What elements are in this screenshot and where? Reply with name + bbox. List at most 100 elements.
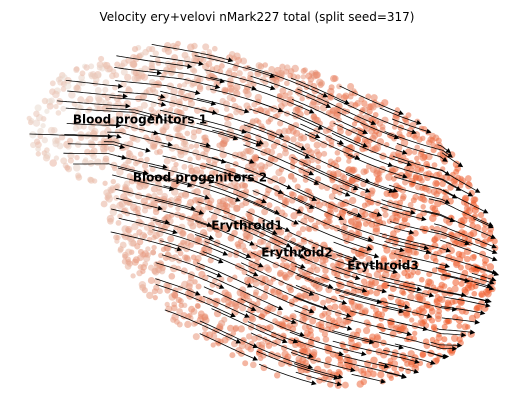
cell-point <box>408 281 415 288</box>
velocity-arrow <box>293 219 299 225</box>
velocity-streamline <box>296 274 380 303</box>
velocity-streamline <box>426 165 479 192</box>
cell-point <box>279 63 286 70</box>
cell-point <box>327 87 335 96</box>
cell-point <box>184 130 191 137</box>
velocity-streamline <box>380 206 425 220</box>
cell-point <box>311 294 320 302</box>
cell-point <box>293 129 301 137</box>
cell-point <box>176 83 183 89</box>
velocity-streamline <box>66 123 119 127</box>
velocity-streamline <box>469 296 490 302</box>
cell-point <box>192 333 200 341</box>
cell-point <box>79 70 86 77</box>
velocity-streamline <box>333 241 377 257</box>
velocity-arrow <box>354 275 361 281</box>
cell-point <box>327 93 335 101</box>
cell-point <box>427 289 433 295</box>
cell-point <box>303 158 312 167</box>
cell-point <box>391 176 397 182</box>
velocity-streamline <box>199 333 256 360</box>
velocity-arrow <box>309 308 315 314</box>
cell-point <box>313 266 321 274</box>
cell-point <box>337 190 343 196</box>
cell-point <box>281 127 289 135</box>
velocity-arrow <box>346 312 352 318</box>
cell-point <box>230 330 237 336</box>
velocity-streamline <box>290 77 348 104</box>
cell-point <box>241 225 249 233</box>
velocity-streamline <box>441 152 462 166</box>
velocity-streamline <box>57 100 128 107</box>
cell-point <box>87 177 95 184</box>
cell-point <box>414 144 421 151</box>
velocity-arrow <box>406 161 413 167</box>
velocity-streamline <box>396 143 446 161</box>
cell-point <box>171 115 177 121</box>
velocity-streamline <box>344 361 405 377</box>
cell-point <box>420 135 426 141</box>
cell-point <box>186 279 194 287</box>
cell-point <box>182 145 190 154</box>
cell-point <box>184 77 192 85</box>
cell-point <box>135 105 144 113</box>
velocity-arrow <box>125 103 131 109</box>
velocity-arrow <box>355 264 361 270</box>
velocity-streamline <box>149 68 223 82</box>
velocity-arrow <box>116 133 122 139</box>
velocity-streamline <box>395 263 468 282</box>
cell-point <box>173 108 180 115</box>
cell-point <box>303 109 311 116</box>
velocity-arrow <box>416 119 422 125</box>
cell-point <box>153 263 160 270</box>
cell-point <box>49 159 57 167</box>
velocity-arrow <box>322 92 329 98</box>
cell-point <box>172 44 180 52</box>
cell-point <box>407 293 415 301</box>
cell-point <box>412 230 419 237</box>
cell-point <box>194 235 202 243</box>
cell-point <box>321 310 328 317</box>
velocity-streamline <box>152 219 212 239</box>
cell-point <box>188 242 194 248</box>
velocity-streamline <box>334 98 415 133</box>
cell-point <box>382 211 389 218</box>
velocity-streamline <box>204 69 274 89</box>
velocity-arrow <box>255 141 262 147</box>
velocity-streamline <box>109 97 164 106</box>
cell-point <box>176 115 182 122</box>
cell-point <box>249 268 256 275</box>
cell-point <box>385 173 393 181</box>
cell-point <box>335 102 343 110</box>
cell-point <box>117 213 123 220</box>
cell-point <box>53 155 60 161</box>
velocity-arrow <box>404 304 410 310</box>
cell-point <box>235 56 243 64</box>
cell-point <box>207 257 214 264</box>
cell-point <box>198 270 206 278</box>
velocity-arrow <box>230 312 236 318</box>
velocity-arrow <box>398 344 404 350</box>
velocity-streamline <box>441 317 478 323</box>
velocity-streamline <box>257 156 317 184</box>
cell-point <box>345 308 352 315</box>
cell-point <box>336 184 344 193</box>
cell-point <box>232 65 239 72</box>
cell-point <box>270 143 277 150</box>
cell-point <box>387 293 395 301</box>
cell-point <box>395 184 402 191</box>
cell-point <box>325 201 332 209</box>
cell-point <box>239 338 247 345</box>
velocity-streamline <box>242 220 305 249</box>
cell-point <box>297 135 304 142</box>
cell-point <box>401 258 408 265</box>
velocity-arrow <box>469 329 476 335</box>
velocity-arrow <box>399 247 405 253</box>
velocity-streamline <box>73 163 147 174</box>
cell-point <box>358 96 365 103</box>
velocity-arrow <box>485 302 491 308</box>
cell-point <box>193 143 200 149</box>
cell-point <box>68 91 76 99</box>
cell-point <box>175 98 183 106</box>
velocity-streamline <box>115 80 198 94</box>
